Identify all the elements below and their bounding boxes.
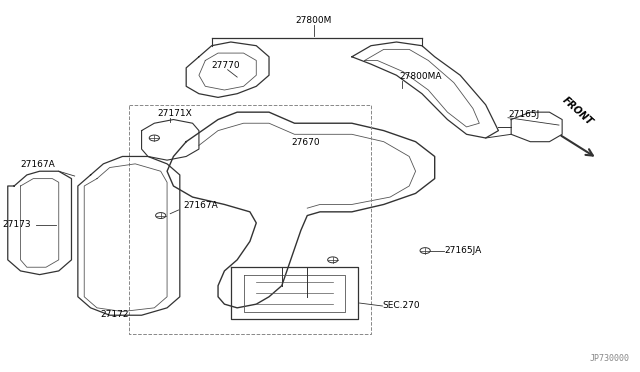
Text: 27800M: 27800M [296,16,332,25]
Text: 27165JA: 27165JA [444,246,481,255]
Text: 27172: 27172 [100,310,129,319]
Text: 27165J: 27165J [508,109,540,119]
Text: 27770: 27770 [212,61,240,70]
Text: SEC.270: SEC.270 [383,301,420,311]
Text: 27670: 27670 [291,138,320,147]
Text: 27167A: 27167A [20,160,55,169]
Text: FRONT: FRONT [561,95,595,128]
Text: 27800MA: 27800MA [399,72,442,81]
Text: JP730000: JP730000 [589,354,629,363]
Text: 27171X: 27171X [157,109,192,118]
Text: 27173: 27173 [2,220,31,229]
Text: 27167A: 27167A [183,201,218,210]
